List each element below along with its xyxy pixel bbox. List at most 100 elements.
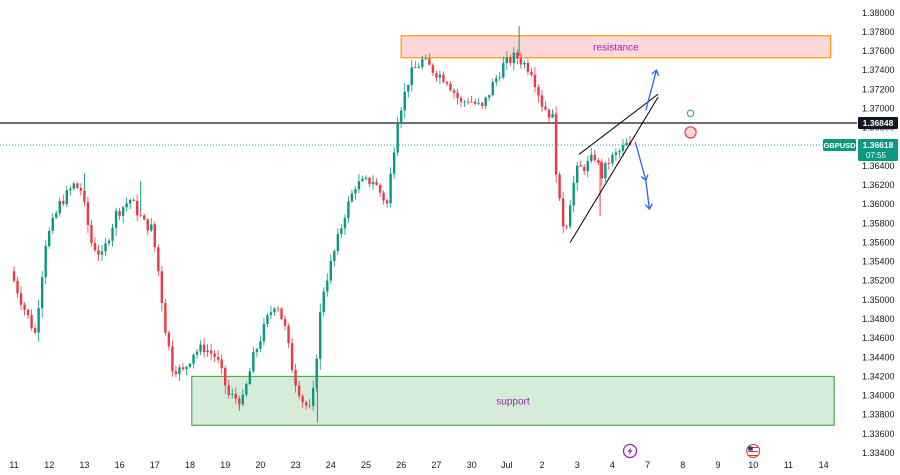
us-flag-icon[interactable]: [746, 444, 761, 458]
candle: [375, 178, 378, 186]
candle: [459, 95, 463, 108]
candle: [526, 58, 530, 76]
candle: [301, 394, 304, 408]
candle: [597, 157, 600, 166]
candle: [484, 96, 487, 110]
x-tick-label: 23: [291, 460, 301, 470]
candle: [195, 348, 199, 359]
candle: [231, 388, 234, 399]
candle: [114, 207, 118, 236]
x-tick-label: 16: [115, 460, 125, 470]
candle: [62, 194, 65, 207]
resistance-zone[interactable]: [400, 35, 832, 59]
candle: [505, 51, 508, 70]
candle: [516, 49, 519, 65]
candle: [48, 227, 51, 249]
candle: [551, 109, 554, 118]
x-tick-label: 13: [79, 460, 89, 470]
wedge-upper-line[interactable]: [578, 93, 659, 155]
candle: [607, 157, 611, 170]
candle: [153, 221, 156, 252]
candle: [576, 161, 579, 191]
y-tick-label: 1.35400: [862, 257, 895, 267]
candle: [209, 343, 213, 360]
arrow-up-icon[interactable]: [645, 69, 660, 111]
arrow-down-icon[interactable]: [634, 141, 649, 182]
candle: [160, 266, 164, 312]
candle: [590, 148, 593, 164]
candle: [55, 210, 58, 220]
candle: [248, 367, 252, 386]
lightning-icon[interactable]: [622, 443, 638, 459]
candle: [540, 89, 544, 113]
x-tick-label: 30: [467, 460, 477, 470]
candle: [72, 181, 76, 191]
x-tick-label: 9: [715, 460, 720, 470]
candle: [417, 62, 420, 69]
y-tick-label: 1.33800: [862, 410, 895, 420]
candle: [171, 340, 174, 377]
candle: [336, 228, 340, 255]
candle: [449, 81, 452, 92]
candle: [533, 67, 537, 93]
y-tick-label: 1.36000: [862, 199, 895, 209]
x-tick-label: 26: [396, 460, 406, 470]
y-tick-label: 1.34600: [862, 333, 895, 343]
candle: [178, 364, 181, 382]
y-tick-label: 1.36200: [862, 180, 895, 190]
candle: [456, 88, 459, 105]
candle: [319, 303, 322, 370]
candle: [547, 108, 551, 124]
wedge-lower-line[interactable]: [569, 96, 659, 243]
candle: [530, 67, 533, 77]
candle: [269, 306, 273, 320]
candle: [224, 365, 227, 394]
candle: [350, 189, 354, 203]
candle: [410, 59, 413, 92]
candle: [431, 63, 435, 77]
candle: [206, 344, 209, 357]
candle: [340, 224, 343, 239]
candle: [174, 366, 178, 378]
candle: [488, 94, 491, 101]
candle: [86, 196, 90, 233]
candle: [396, 116, 399, 157]
candle: [111, 223, 114, 247]
candle: [90, 220, 93, 247]
y-tick-label: 1.35600: [862, 237, 895, 247]
green-circle-marker[interactable]: [686, 109, 695, 118]
svg-text:1.36848: 1.36848: [863, 118, 894, 128]
candle: [273, 306, 276, 316]
candle: [107, 238, 111, 246]
candle: [625, 138, 628, 146]
y-tick-label: 1.34800: [862, 314, 895, 324]
candle: [343, 214, 347, 235]
red-circle-marker[interactable]: [684, 126, 697, 139]
candle: [618, 148, 621, 158]
candle: [167, 330, 171, 351]
x-tick-label: 12: [44, 460, 54, 470]
candle: [252, 346, 255, 374]
candle: [357, 174, 361, 193]
candle: [216, 350, 220, 364]
candle: [523, 60, 526, 69]
candle: [262, 318, 266, 346]
time-axis[interactable]: [0, 456, 900, 475]
candle: [283, 315, 287, 331]
candle: [128, 198, 132, 210]
candle: [463, 100, 466, 107]
candle: [220, 354, 223, 375]
candle: [100, 244, 104, 261]
y-tick-label: 1.37000: [862, 103, 895, 113]
svg-text:GBPUSD: GBPUSD: [823, 141, 856, 150]
candle: [290, 337, 294, 373]
candle: [326, 273, 329, 297]
price-axis[interactable]: [857, 0, 900, 475]
x-tick-label: 19: [220, 460, 230, 470]
arrow-down-icon[interactable]: [644, 180, 653, 211]
candle: [368, 176, 371, 188]
y-tick-label: 1.38000: [862, 8, 895, 18]
x-tick-label: Jul: [501, 460, 513, 470]
